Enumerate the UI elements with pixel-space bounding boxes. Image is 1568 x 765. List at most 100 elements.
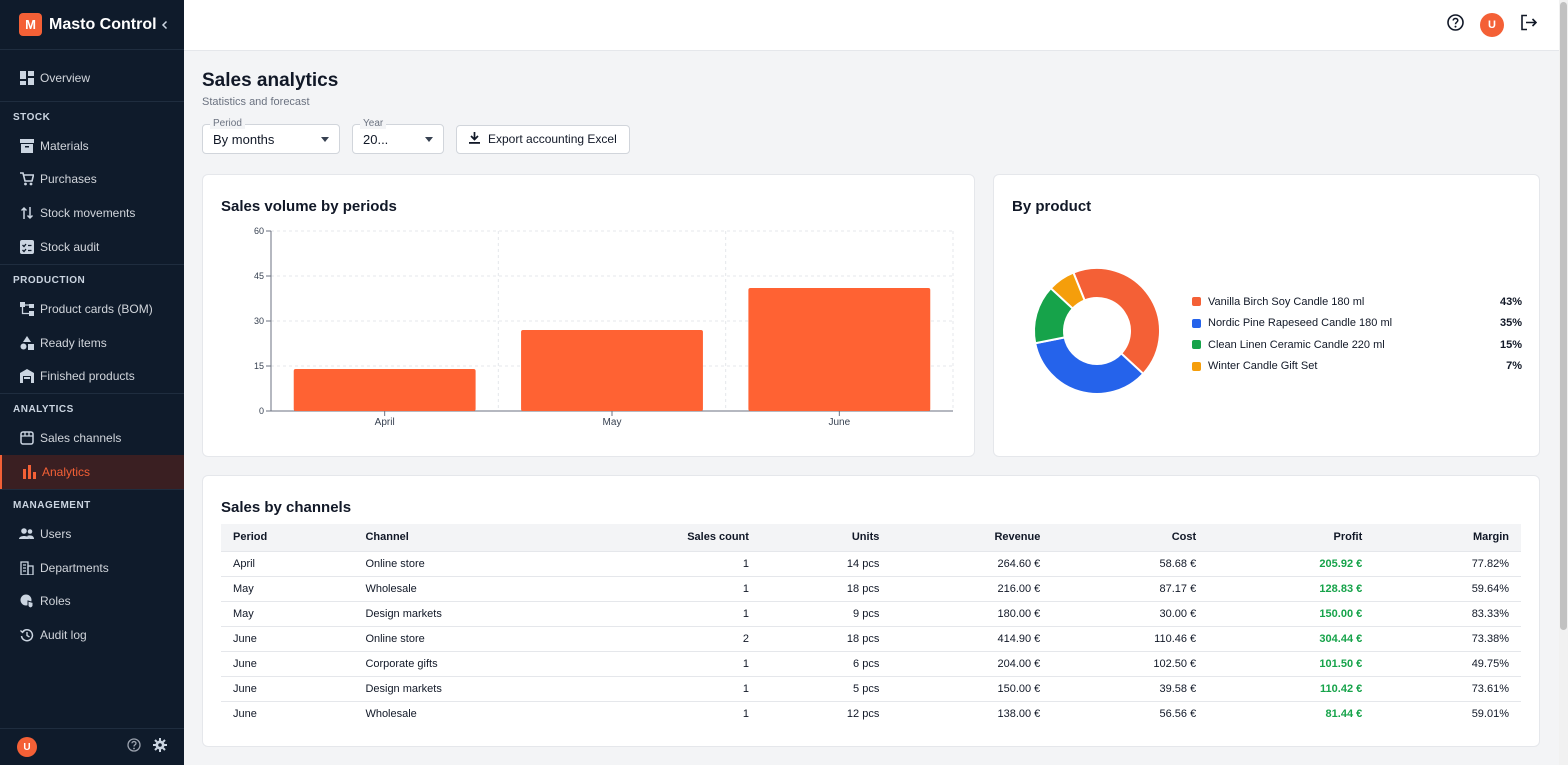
y-tick-label: 0 bbox=[259, 406, 264, 416]
sidebar-item-analytics[interactable]: Analytics bbox=[0, 455, 184, 489]
column-header: Margin bbox=[1374, 524, 1521, 551]
help-icon[interactable] bbox=[127, 737, 141, 757]
sidebar-item-stock-audit[interactable]: Stock audit bbox=[0, 230, 184, 264]
table-cell: 49.75% bbox=[1374, 650, 1521, 676]
column-header: Channel bbox=[353, 524, 527, 551]
sidebar-item-users[interactable]: Users bbox=[0, 517, 184, 551]
table-cell: Design markets bbox=[353, 600, 527, 626]
avatar[interactable]: U bbox=[17, 737, 37, 757]
year-select[interactable]: Year 20... bbox=[352, 118, 444, 154]
table-row: April Online store 1 14 pcs 264.60 €58.68 €2… bbox=[221, 550, 1521, 576]
table-cell: 1 bbox=[526, 675, 761, 701]
legend-item: Winter Candle Gift Set 7% bbox=[1192, 356, 1522, 378]
sidebar-item-product-cards[interactable]: Product cards (BOM) bbox=[0, 292, 184, 326]
table-cell: 73.38% bbox=[1374, 625, 1521, 651]
table-row: June Wholesale 1 12 pcs 138.00 €56.56 €81.44… bbox=[221, 700, 1521, 726]
table-cell: 9 pcs bbox=[760, 600, 892, 626]
table-cell: 101.50 € bbox=[1208, 650, 1375, 676]
table-row: June Online store 2 18 pcs 414.90 €110.46 €3… bbox=[221, 625, 1521, 651]
legend-label: Nordic Pine Rapeseed Candle 180 ml bbox=[1208, 317, 1393, 330]
legend-swatch bbox=[1192, 318, 1201, 328]
app-name: Masto Control bbox=[49, 15, 157, 33]
users-icon bbox=[19, 526, 34, 541]
table-cell: 18 pcs bbox=[760, 625, 892, 651]
avatar[interactable]: U bbox=[1480, 13, 1504, 37]
legend-item: Nordic Pine Rapeseed Candle 180 ml 35% bbox=[1192, 313, 1522, 335]
sales-table: Period Channel Sales count Units Revenue Cost… bbox=[221, 524, 1521, 726]
donut-slice bbox=[1049, 271, 1086, 310]
chevron-left-icon[interactable] bbox=[158, 18, 172, 32]
sidebar-item-label: Purchases bbox=[40, 172, 97, 187]
year-value: 20... bbox=[363, 131, 389, 147]
table-cell: 1 bbox=[526, 550, 761, 576]
legend-label: Vanilla Birch Soy Candle 180 ml bbox=[1208, 295, 1365, 308]
sidebar-item-label: Sales channels bbox=[40, 431, 122, 446]
store-icon bbox=[19, 431, 34, 446]
checklist-icon bbox=[19, 240, 34, 255]
table-cell: 204.00 € bbox=[891, 650, 1053, 676]
table-cell: 110.46 € bbox=[1052, 625, 1209, 651]
column-header: Cost bbox=[1052, 524, 1209, 551]
legend-value: 15% bbox=[1499, 338, 1522, 351]
brand: M Masto Control bbox=[0, 0, 184, 50]
app-logo: M bbox=[19, 13, 42, 36]
gear-icon[interactable] bbox=[153, 737, 167, 757]
column-header: Period bbox=[221, 524, 354, 551]
sidebar-item-materials[interactable]: Materials bbox=[0, 129, 184, 163]
table-cell: Corporate gifts bbox=[353, 650, 527, 676]
column-header: Profit bbox=[1208, 524, 1375, 551]
table-cell: May bbox=[221, 600, 354, 626]
period-select[interactable]: Period By months bbox=[202, 118, 340, 154]
topbar: U bbox=[184, 0, 1559, 51]
logout-icon[interactable] bbox=[1520, 14, 1538, 36]
legend-value: 7% bbox=[1506, 360, 1522, 373]
table-cell: 216.00 € bbox=[891, 575, 1053, 601]
sidebar-item-stock-movements[interactable]: Stock movements bbox=[0, 196, 184, 230]
sidebar-item-roles[interactable]: Roles bbox=[0, 585, 184, 619]
table-cell: April bbox=[221, 550, 354, 576]
table-cell: 14 pcs bbox=[760, 550, 892, 576]
column-header: Sales count bbox=[526, 524, 761, 551]
table-row: May Design markets 1 9 pcs 180.00 €30.00 €15… bbox=[221, 600, 1521, 626]
table-cell: 5 pcs bbox=[760, 675, 892, 701]
hierarchy-icon bbox=[19, 301, 34, 316]
sidebar-item-departments[interactable]: Departments bbox=[0, 551, 184, 585]
table-cell: 304.44 € bbox=[1208, 625, 1375, 651]
sidebar-item-overview[interactable]: Overview bbox=[0, 61, 184, 95]
help-icon[interactable] bbox=[1447, 14, 1464, 36]
table-cell: 180.00 € bbox=[891, 600, 1053, 626]
page-subtitle: Statistics and forecast bbox=[202, 96, 310, 108]
filters: Period By months Year 20... Export accou… bbox=[202, 118, 1541, 154]
scrollbar[interactable] bbox=[1559, 0, 1568, 765]
sidebar-item-label: Audit log bbox=[40, 628, 87, 643]
donut-chart bbox=[1033, 267, 1161, 395]
sidebar-item-purchases[interactable]: Purchases bbox=[0, 163, 184, 197]
table-row: May Wholesale 1 18 pcs 216.00 €87.17 €128.83… bbox=[221, 575, 1521, 601]
table-cell: June bbox=[221, 650, 354, 676]
sidebar-item-audit-log[interactable]: Audit log bbox=[0, 618, 184, 652]
chart-legend: Vanilla Birch Soy Candle 180 ml 43% Nordic… bbox=[1192, 291, 1522, 377]
sidebar-item-label: Roles bbox=[40, 594, 71, 609]
bar bbox=[748, 288, 931, 411]
table-cell: 264.60 € bbox=[891, 550, 1053, 576]
download-icon bbox=[469, 131, 480, 147]
shapes-icon bbox=[19, 335, 34, 350]
table-cell: June bbox=[221, 625, 354, 651]
table-cell: Wholesale bbox=[353, 575, 527, 601]
sidebar-item-label: Finished products bbox=[40, 369, 135, 384]
table-cell: 30.00 € bbox=[1052, 600, 1209, 626]
table-row: June Design markets 1 5 pcs 150.00 €39.58 €1… bbox=[221, 675, 1521, 701]
sidebar-item-finished-products[interactable]: Finished products bbox=[0, 360, 184, 394]
table-cell: 58.68 € bbox=[1052, 550, 1209, 576]
export-excel-button[interactable]: Export accounting Excel bbox=[456, 124, 630, 154]
swap-vertical-icon bbox=[19, 206, 34, 221]
table-cell: Wholesale bbox=[353, 700, 527, 726]
sidebar-item-ready-items[interactable]: Ready items bbox=[0, 326, 184, 360]
scrollbar-thumb[interactable] bbox=[1560, 2, 1567, 630]
cart-icon bbox=[19, 172, 34, 187]
table-cell: June bbox=[221, 700, 354, 726]
sidebar-item-label: Overview bbox=[40, 70, 91, 85]
table-header-row: Period Channel Sales count Units Revenue Cost… bbox=[221, 524, 1521, 551]
bar-chart: 0 15 30 45 60 April May June bbox=[254, 226, 954, 428]
sidebar-item-sales-channels[interactable]: Sales channels bbox=[0, 421, 184, 455]
